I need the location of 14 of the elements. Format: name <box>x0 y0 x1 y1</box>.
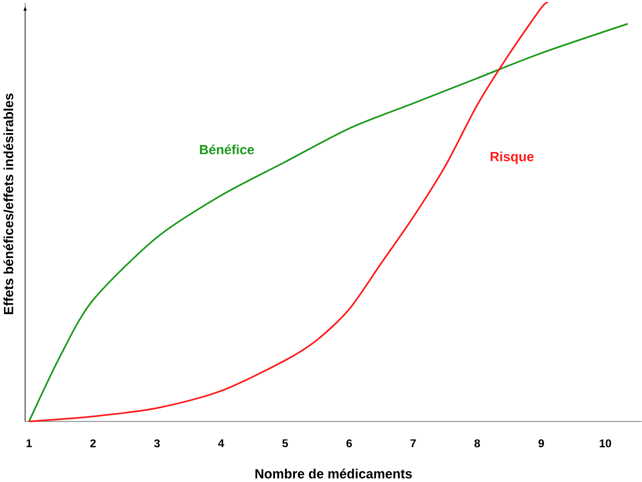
x-tick-label: 5 <box>282 439 288 448</box>
x-tick-label: 8 <box>474 439 480 448</box>
x-tick-label: 3 <box>154 439 160 448</box>
x-tick-label: 4 <box>218 439 224 448</box>
x-tick-label: 1 <box>26 439 32 448</box>
text: Risque <box>490 152 534 164</box>
x-tick-label: 7 <box>410 439 416 448</box>
x-axis-title: Nombre de médicaments <box>255 468 412 479</box>
x-tick-label: 6 <box>346 439 352 448</box>
series-label: Bénéfice <box>200 144 254 154</box>
y-axis-title: Effets bénéfices/effets indésirables <box>3 94 14 314</box>
x-tick-label: 9 <box>538 439 544 448</box>
x-tick-label: 10 <box>600 439 612 448</box>
x-tick-label: 2 <box>90 439 96 448</box>
